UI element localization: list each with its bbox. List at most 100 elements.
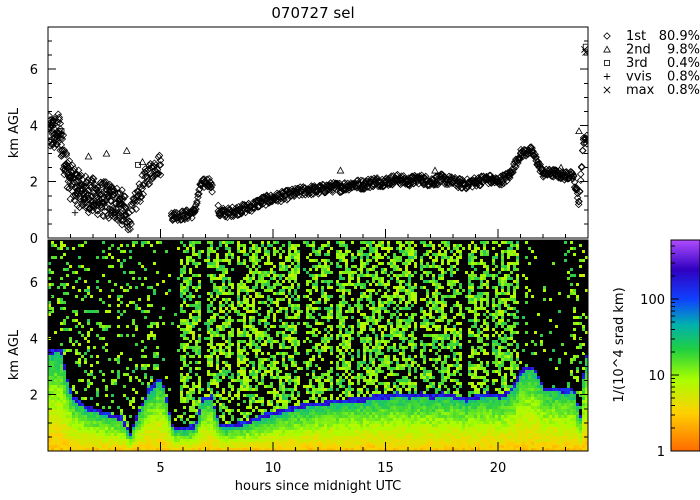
heatmap-cell: [75, 421, 78, 424]
heatmap-cell: [258, 433, 261, 436]
heatmap-cell: [207, 403, 210, 406]
heatmap-cell: [216, 439, 219, 442]
heatmap-cell: [84, 436, 87, 439]
heatmap-cell: [273, 367, 276, 370]
heatmap-cell: [120, 244, 123, 247]
heatmap-cell: [360, 442, 363, 445]
scatter-point-1st: [516, 153, 524, 162]
heatmap-cell: [273, 340, 276, 343]
heatmap-cell: [57, 430, 60, 433]
heatmap-cell: [321, 376, 324, 379]
heatmap-cell: [48, 310, 51, 313]
heatmap-cell: [156, 409, 159, 412]
heatmap-cell: [231, 442, 234, 445]
heatmap-cell: [330, 412, 333, 415]
heatmap-cell: [309, 448, 312, 451]
heatmap-cell: [360, 364, 363, 367]
heatmap-cell: [252, 349, 255, 352]
heatmap-cell: [300, 436, 303, 439]
heatmap-cell: [207, 298, 210, 301]
heatmap-cell: [123, 439, 126, 442]
heatmap-cell: [54, 352, 57, 355]
heatmap-cell: [243, 247, 246, 250]
heatmap-cell: [63, 292, 66, 295]
heatmap-cell: [351, 394, 354, 397]
scatter-point-1st: [197, 180, 205, 189]
heatmap-cell: [144, 430, 147, 433]
heatmap-cell: [279, 331, 282, 334]
heatmap-cell: [285, 322, 288, 325]
heatmap-cell: [141, 421, 144, 424]
heatmap-cell: [213, 313, 216, 316]
heatmap-cell: [147, 364, 150, 367]
heatmap-cell: [195, 430, 198, 433]
heatmap-cell: [207, 415, 210, 418]
heatmap-cell: [282, 358, 285, 361]
heatmap-cell: [348, 388, 351, 391]
heatmap-cell: [144, 355, 147, 358]
heatmap-cell: [69, 328, 72, 331]
heatmap-cell: [240, 382, 243, 385]
heatmap-cell: [237, 394, 240, 397]
legend-marker-1st: [603, 32, 611, 40]
heatmap-cell: [300, 310, 303, 313]
heatmap-cell: [222, 268, 225, 271]
heatmap-cell: [285, 346, 288, 349]
heatmap-cell: [147, 445, 150, 448]
heatmap-cell: [357, 334, 360, 337]
heatmap-cell: [240, 301, 243, 304]
heatmap-cell: [351, 358, 354, 361]
heatmap-cell: [336, 406, 339, 409]
heatmap-cell: [303, 442, 306, 445]
heatmap-cell: [249, 397, 252, 400]
heatmap-cell: [339, 427, 342, 430]
heatmap-cell: [231, 343, 234, 346]
heatmap-cell: [123, 445, 126, 448]
heatmap-cell: [141, 340, 144, 343]
heatmap-cell: [72, 403, 75, 406]
heatmap-cell: [261, 367, 264, 370]
heatmap-cell: [126, 244, 129, 247]
heatmap-cell: [57, 379, 60, 382]
heatmap-cell: [264, 421, 267, 424]
heatmap-cell: [66, 424, 69, 427]
heatmap-cell: [195, 310, 198, 313]
heatmap-cell: [324, 343, 327, 346]
heatmap-cell: [330, 439, 333, 442]
heatmap-cell: [345, 370, 348, 373]
heatmap-cell: [126, 304, 129, 307]
heatmap-cell: [126, 439, 129, 442]
heatmap-cell: [57, 403, 60, 406]
heatmap-cell: [231, 373, 234, 376]
heatmap-cell: [324, 280, 327, 283]
heatmap-cell: [252, 439, 255, 442]
heatmap-cell: [213, 394, 216, 397]
heatmap-cell: [105, 343, 108, 346]
heatmap-cell: [258, 424, 261, 427]
heatmap-cell: [60, 364, 63, 367]
heatmap-cell: [327, 307, 330, 310]
heatmap-cell: [300, 418, 303, 421]
heatmap-cell: [168, 430, 171, 433]
heatmap-cell: [150, 385, 153, 388]
heatmap-cell: [309, 397, 312, 400]
heatmap-cell: [303, 403, 306, 406]
heatmap-cell: [186, 391, 189, 394]
heatmap-cell: [270, 301, 273, 304]
heatmap-cell: [150, 397, 153, 400]
heatmap-cell: [162, 397, 165, 400]
heatmap-cell: [240, 262, 243, 265]
heatmap-cell: [222, 316, 225, 319]
heatmap-cell: [240, 388, 243, 391]
heatmap-cell: [351, 418, 354, 421]
heatmap-cell: [234, 427, 237, 430]
scatter-point-1st: [62, 149, 71, 158]
heatmap-cell: [213, 439, 216, 442]
heatmap-cell: [294, 325, 297, 328]
heatmap-cell: [192, 439, 195, 442]
heatmap-cell: [54, 412, 57, 415]
heatmap-cell: [327, 259, 330, 262]
heatmap-cell: [270, 361, 273, 364]
heatmap-cell: [207, 328, 210, 331]
heatmap-cell: [306, 304, 309, 307]
